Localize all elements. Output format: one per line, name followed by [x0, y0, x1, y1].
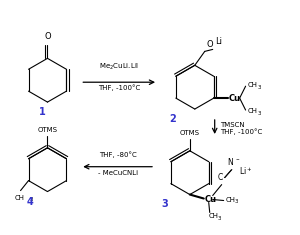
Text: CH: CH [226, 196, 236, 203]
Text: 3: 3 [258, 85, 261, 90]
Text: CH: CH [15, 195, 25, 200]
Text: THF, -100°C: THF, -100°C [98, 84, 140, 91]
Text: C: C [218, 173, 223, 182]
Text: Li: Li [215, 37, 222, 47]
Text: 4: 4 [26, 196, 33, 207]
Text: O: O [44, 32, 51, 41]
Text: 3: 3 [258, 110, 261, 116]
Text: 3: 3 [29, 196, 33, 202]
Text: - MeCuCNLi: - MeCuCNLi [98, 170, 138, 176]
Text: 1: 1 [39, 107, 46, 117]
Text: 3: 3 [235, 199, 238, 204]
Text: CH: CH [209, 213, 219, 219]
Text: Me$_2$CuLi.LiI: Me$_2$CuLi.LiI [99, 62, 139, 72]
Text: N: N [228, 158, 233, 167]
Text: TMSCN: TMSCN [220, 122, 244, 128]
Text: $^-$: $^-$ [235, 158, 241, 163]
Text: Li$^+$: Li$^+$ [238, 165, 252, 177]
Text: CH: CH [248, 108, 258, 114]
Text: 2: 2 [169, 114, 176, 124]
Text: 3: 3 [218, 216, 221, 221]
Text: THF, -100°C: THF, -100°C [220, 129, 262, 135]
Text: THF, -80°C: THF, -80°C [99, 151, 137, 158]
Text: CH: CH [248, 82, 258, 88]
Text: Cu: Cu [205, 195, 217, 204]
Text: 3: 3 [162, 200, 168, 209]
Text: Cu: Cu [229, 94, 241, 103]
Text: O: O [207, 40, 213, 49]
Text: OTMS: OTMS [38, 127, 58, 133]
Text: OTMS: OTMS [180, 130, 200, 136]
